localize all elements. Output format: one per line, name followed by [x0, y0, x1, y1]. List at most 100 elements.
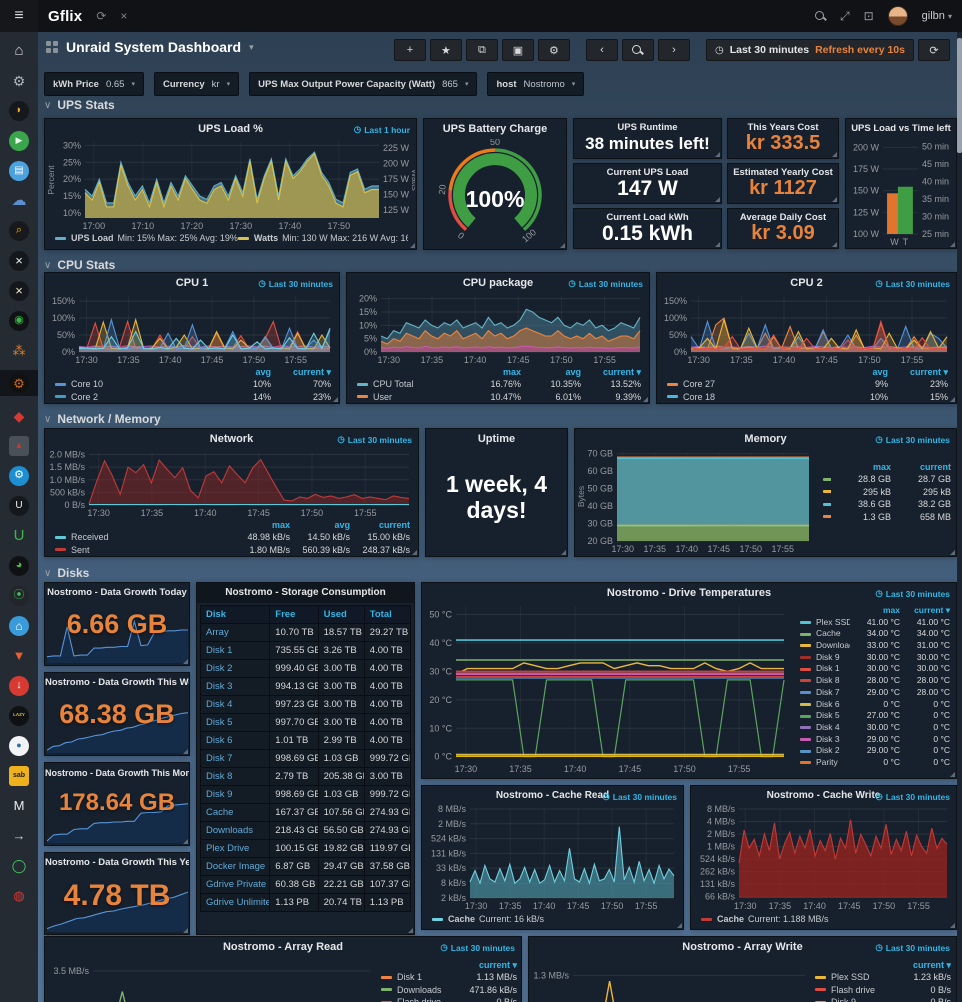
legend-item[interactable]: Core 2 14% 23% — [55, 391, 331, 403]
panel-title[interactable]: Nostromo - Storage Consumption — [197, 583, 414, 603]
app-green-ring-icon[interactable]: ◉ — [0, 310, 38, 331]
panel-time-range[interactable]: ◷ Last 30 minutes — [875, 791, 950, 802]
panel-title[interactable]: UPS Battery Charge — [442, 123, 548, 135]
panel-time-range[interactable]: ◷ Last 30 minutes — [875, 942, 950, 953]
app-lazy-icon[interactable]: LAZY — [0, 705, 38, 726]
hamburger-menu-button[interactable]: ≡ — [0, 0, 38, 32]
table-column-header[interactable]: Disk — [199, 605, 271, 624]
legend-item[interactable]: Cache Current: 16 kB/s — [432, 914, 544, 924]
array-read-legend[interactable]: current ▾ Disk 1 1.13 MB/s Downloads 471.86 … — [381, 959, 517, 1002]
legend-item[interactable]: User 10.47% 6.01% 9.39% — [357, 391, 641, 403]
panel-title[interactable]: Nostromo - Data Growth This Year — [45, 857, 189, 868]
legend-item[interactable]: Disk 5 27.00 °C 0 °C — [800, 710, 950, 722]
app-home-assistant-icon[interactable]: ⌂ — [0, 615, 38, 636]
dashboard-title[interactable]: Unraid System Dashboard — [66, 39, 242, 55]
refresh-dashboard-button[interactable]: ⟳ — [918, 39, 950, 61]
drive-temps-chart[interactable]: 17:30 17:35 17:40 17:45 17:50 17:55 0 °C 10 °C 2… — [424, 602, 792, 774]
panel-title[interactable]: UPS Runtime — [617, 122, 678, 133]
growth-today-sparkline[interactable] — [46, 617, 188, 663]
memory-chart[interactable]: 17:30 17:35 17:40 17:45 17:50 17:55 20 GB 30 GB… — [576, 448, 815, 554]
legend-item[interactable]: Disk 7 29.00 °C 28.00 °C — [800, 687, 950, 699]
legend-item[interactable]: Downloads 471.86 kB/s — [381, 984, 517, 996]
panel-time-range[interactable]: ◷ Last 30 minutes — [875, 278, 950, 289]
legend-item[interactable]: Disk 1 30.00 °C 30.00 °C — [800, 663, 950, 675]
legend-item[interactable]: Disk 8 28.00 °C 28.00 °C — [800, 675, 950, 687]
legend-header[interactable]: max current — [872, 462, 951, 472]
legend-item[interactable]: Core 27 9% 23% — [667, 378, 948, 390]
legend-item[interactable]: CPU Total 16.76% 10.35% 13.52% — [357, 378, 641, 390]
panel-time-range[interactable]: ◷ Last 30 minutes — [602, 791, 677, 802]
variable-kwh-price[interactable]: kWh Price 0.65 ▾ — [44, 72, 144, 96]
legend-item[interactable]: Disk 9 30.00 °C 30.00 °C — [800, 652, 950, 664]
legend-header[interactable]: avg current ▾ — [872, 367, 948, 377]
row-header-cpu-stats[interactable]: ∨ CPU Stats — [44, 258, 116, 272]
scrollbar-thumb[interactable] — [957, 38, 962, 153]
legend-item[interactable]: UPS Load Min: 15% Max: 25% Avg: 19% — [55, 233, 238, 243]
app-sab-icon[interactable]: sab — [0, 765, 38, 786]
legend-item[interactable]: Watts Min: 130 W Max: 216 W Avg: 162 W — [237, 233, 408, 243]
row-header-ups-stats[interactable]: ∨ UPS Stats — [44, 98, 115, 112]
app-gear-dark-icon[interactable]: ⚙ — [0, 370, 38, 396]
home-icon[interactable]: ⌂ — [0, 40, 38, 61]
cache-write-chart[interactable]: 17:30 17:35 17:40 17:45 17:50 17:55 66 kB/s 131… — [693, 804, 955, 911]
cpu-package-legend[interactable]: max avg current ▾ CPU Total 16.76% 10.35% 13.5… — [357, 366, 641, 404]
legend-header[interactable]: current ▾ — [912, 960, 951, 970]
legend-item[interactable]: Sent 1.80 MB/s 560.39 kB/s 248.37 kB/s — [55, 544, 410, 556]
panel-title[interactable]: Nostromo - Data Growth This Week — [45, 677, 189, 688]
row-header-disks[interactable]: ∨ Disks — [44, 566, 90, 580]
panel-time-range[interactable]: ◷ Last 30 minutes — [568, 278, 643, 289]
legend-item[interactable]: Parity 0 °C 0 °C — [800, 757, 950, 769]
panel-title[interactable]: Memory — [744, 433, 787, 445]
legend-item[interactable]: Disk 3 29.00 °C 0 °C — [800, 734, 950, 746]
array-write-chart[interactable]: 1.0 MB/s1.3 MB/s — [531, 956, 811, 1002]
array-write-legend[interactable]: current ▾ Plex SSD 1.23 kB/s Flash drive 0 B… — [815, 959, 951, 1002]
save-dashboard-button[interactable]: ▣ — [501, 39, 534, 61]
app-emby-icon[interactable]: ◕ — [0, 555, 38, 576]
panel-title[interactable]: Estimated Yearly Cost — [733, 167, 833, 178]
panel-title[interactable]: Nostromo - Data Growth Today — [47, 587, 187, 598]
legend-item[interactable]: Received 48.98 kB/s 14.50 kB/s 15.00 kB/s — [55, 531, 410, 543]
cpu1-legend[interactable]: avg current ▾ Core 10 10% 70% Core 2 14% 23% — [55, 366, 331, 404]
growth-week-sparkline[interactable] — [46, 707, 189, 753]
legend-header[interactable]: current ▾ — [478, 960, 517, 970]
cache-read-chart[interactable]: 17:30 17:35 17:40 17:45 17:50 17:55 2 kB/s 8 kB… — [424, 804, 682, 911]
battery-gauge[interactable]: 0 20 50 100 100% — [426, 137, 564, 247]
time-back-button[interactable]: ‹ — [585, 39, 618, 61]
app-red-ring-icon[interactable]: ◍ — [0, 885, 38, 906]
cpu2-legend[interactable]: avg current ▾ Core 27 9% 23% Core 18 10% 15% — [667, 366, 948, 404]
user-avatar[interactable] — [887, 6, 908, 26]
page-scrollbar[interactable] — [957, 32, 962, 1002]
legend-item[interactable]: Cache 34.00 °C 34.00 °C — [800, 628, 950, 640]
app-traffic-light-icon[interactable]: ⦿ — [0, 585, 38, 606]
app-ubiquiti-icon[interactable]: U — [0, 495, 38, 516]
legend-item[interactable]: Downloads33.00 °C31.00 °C — [800, 640, 950, 652]
kiosk-mode-icon[interactable]: ⊡ — [863, 9, 874, 23]
app-orange-ring-icon[interactable]: ◗ — [0, 100, 38, 121]
growth-month-sparkline[interactable] — [46, 797, 189, 843]
legend-item[interactable]: Core 18 10% 15% — [667, 391, 948, 403]
dashboard-settings-button[interactable]: ⚙ — [537, 39, 570, 61]
table-column-header[interactable]: Free — [269, 605, 319, 624]
panel-title[interactable]: Nostromo - Cache Read — [495, 790, 610, 801]
panel-title[interactable]: This Years Cost — [747, 122, 819, 133]
panel-time-range[interactable]: ◷ Last 30 minutes — [258, 278, 333, 289]
legend-header[interactable]: avg current ▾ — [255, 367, 331, 377]
panel-title[interactable]: CPU package — [462, 277, 534, 289]
variable-ups-max-output-power-capacity-watt-[interactable]: UPS Max Output Power Capacity (Watt) 865 ▾ — [249, 72, 478, 96]
legend-item[interactable]: Disk 1 1.13 MB/s — [381, 971, 517, 983]
app-gitlab-icon[interactable]: ▼ — [0, 645, 38, 666]
legend-item[interactable]: Core 10 10% 70% — [55, 378, 331, 390]
cpu-package-chart[interactable]: 17:30 17:35 17:40 17:45 17:50 17:55 0% 5% 10% 15%… — [349, 292, 648, 365]
settings-gear-icon[interactable]: ⚙ — [0, 70, 38, 91]
cpu2-chart[interactable]: 17:30 17:35 17:40 17:45 17:50 17:55 0% 50% 100% 1… — [659, 292, 955, 365]
variable-host[interactable]: host Nostromo ▾ — [487, 72, 585, 96]
network-chart[interactable]: 17:30 17:35 17:40 17:45 17:50 17:55 0 B/s 500 k… — [47, 448, 417, 518]
panel-title[interactable]: Current UPS Load — [606, 167, 689, 178]
